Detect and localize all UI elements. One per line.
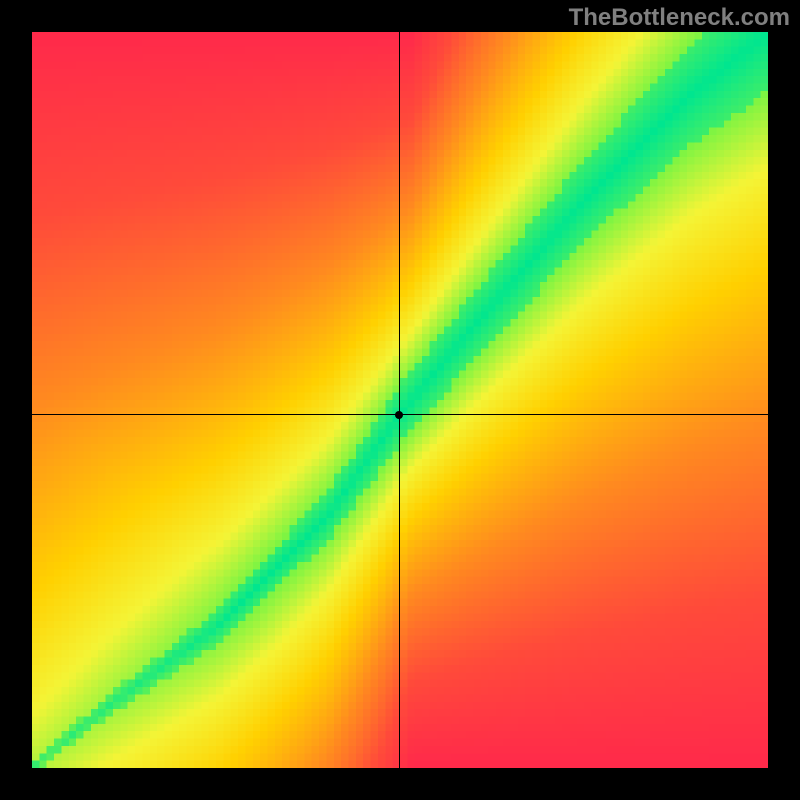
- plot-area: [32, 32, 768, 768]
- chart-container: TheBottleneck.com: [0, 0, 800, 800]
- crosshair-dot: [395, 411, 403, 419]
- crosshair-vertical: [399, 32, 400, 768]
- watermark-text: TheBottleneck.com: [569, 4, 790, 32]
- heatmap-canvas: [32, 32, 768, 768]
